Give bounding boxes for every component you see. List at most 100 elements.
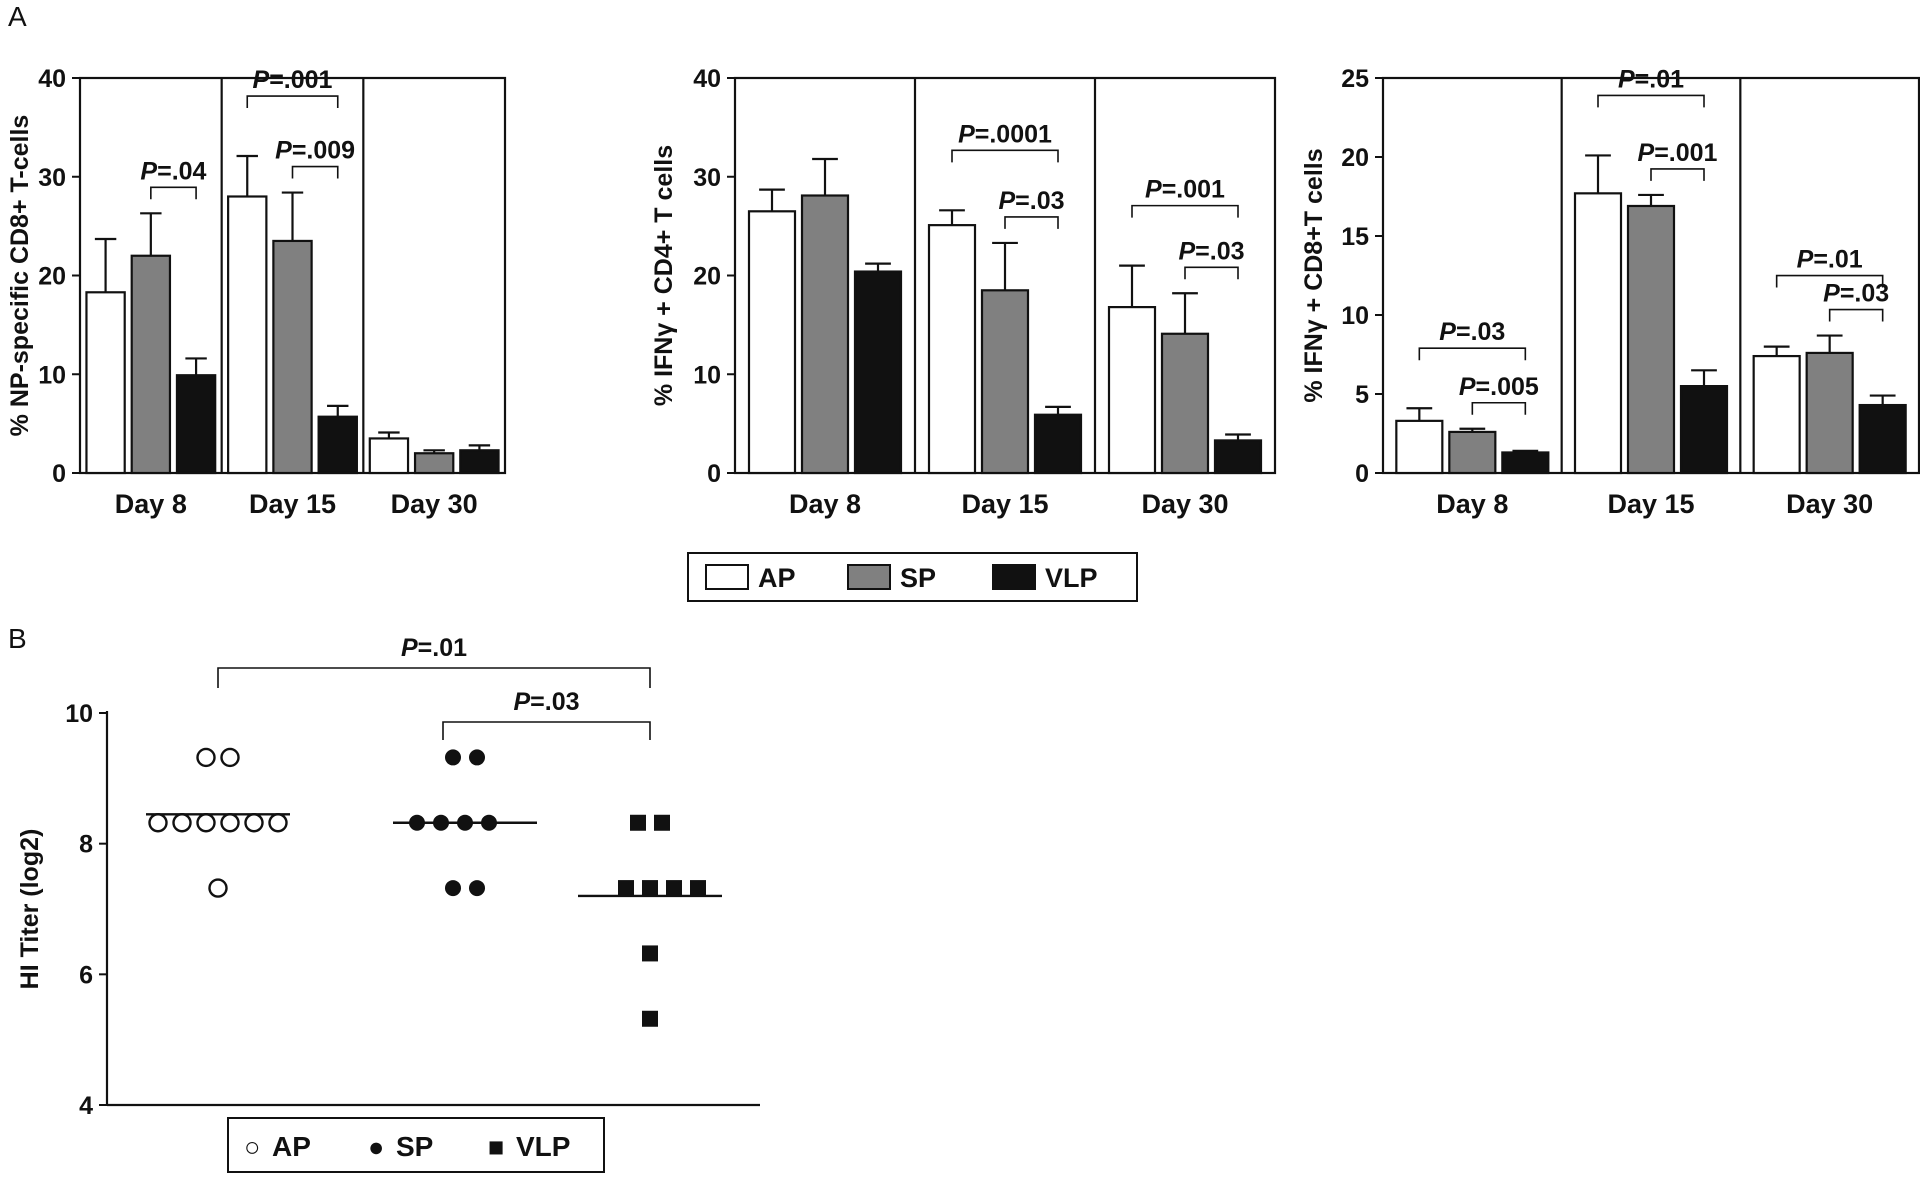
y-tick-label: 30 xyxy=(38,164,66,192)
bar-sp-day-30 xyxy=(413,452,455,475)
data-point-vlp xyxy=(642,880,658,897)
legend-label-vlp: VLP xyxy=(1045,563,1098,593)
y-axis-label: % IFNγ + CD8+T cells xyxy=(1300,148,1328,402)
p-value-label: P=.03 xyxy=(998,187,1064,215)
bar-sp-day-30 xyxy=(1160,332,1210,475)
bar-sp-day-15 xyxy=(980,289,1030,475)
legend-panel-b: ○ AP ● SP ■ VLP xyxy=(227,1117,605,1173)
legend-label-sp: SP xyxy=(900,563,936,593)
data-point-ap xyxy=(220,747,240,768)
significance-bracket xyxy=(951,149,1059,163)
data-point-ap xyxy=(172,813,192,833)
bar-ap-day-15 xyxy=(1573,192,1623,475)
bar-sp-day-8 xyxy=(800,194,850,475)
data-point-sp xyxy=(481,814,497,831)
bar-vlp-day-30 xyxy=(459,449,500,475)
p-value-label: P=.0001 xyxy=(958,120,1052,148)
y-axis-label: % IFNγ + CD4+ T cells xyxy=(650,145,678,406)
y-tick-label: 10 xyxy=(38,361,66,389)
bar-ap-day-30 xyxy=(368,437,410,475)
significance-bracket xyxy=(1471,401,1527,415)
p-value-label: P=.009 xyxy=(275,137,355,165)
significance-bracket xyxy=(150,186,197,200)
p-value-label: P=.03 xyxy=(1178,237,1244,265)
data-point-sp xyxy=(469,749,485,766)
x-category-label: Day 15 xyxy=(249,489,336,519)
significance-bracket xyxy=(1828,308,1884,322)
y-tick-label: 6 xyxy=(79,961,93,989)
y-tick-label: 0 xyxy=(52,460,66,488)
x-category-label: Day 8 xyxy=(1436,489,1508,519)
y-tick-label: 0 xyxy=(1355,460,1369,488)
legend-frame xyxy=(227,1117,605,1173)
data-point-sp xyxy=(409,814,425,831)
significance-bracket xyxy=(1650,168,1705,181)
legend-swatch-sp xyxy=(847,564,891,590)
legend-label-sp: SP xyxy=(396,1131,433,1162)
x-category-label: Day 30 xyxy=(391,489,478,519)
data-point-vlp xyxy=(666,880,682,897)
bar-chart-1: 0 10 20 30 40% NP-specific CD8+ T-cells Day 8… xyxy=(6,65,507,519)
y-tick-label: 30 xyxy=(693,164,721,192)
panel-label-a: A xyxy=(8,1,27,32)
x-category-label: Day 8 xyxy=(789,489,861,519)
y-tick-label: 10 xyxy=(693,361,721,389)
data-point-vlp xyxy=(642,945,658,962)
p-value-label: P=.01 xyxy=(1618,65,1684,93)
p-value-label: P=.001 xyxy=(1638,139,1718,167)
bar-sp-day-30 xyxy=(1805,351,1854,475)
significance-bracket xyxy=(1184,266,1239,280)
y-tick-label: 4 xyxy=(79,1092,93,1120)
bar-vlp-day-30 xyxy=(1858,403,1907,475)
bar-sp-day-8 xyxy=(130,254,172,475)
bar-vlp-day-15 xyxy=(1679,385,1729,475)
x-category-label: Day 8 xyxy=(115,489,187,519)
data-point-ap xyxy=(268,813,288,833)
data-point-ap xyxy=(148,813,168,833)
bar-vlp-day-8 xyxy=(175,374,217,475)
legend-frame xyxy=(687,552,1138,602)
data-point-sp xyxy=(433,814,449,831)
data-point-ap xyxy=(220,813,240,833)
panel-label-b: B xyxy=(8,623,27,654)
p-value-label: P=.03 xyxy=(1823,280,1889,308)
bar-ap-day-8 xyxy=(1395,419,1444,475)
p-value-label: P=.001 xyxy=(253,66,333,94)
data-point-ap xyxy=(196,813,216,833)
legend-label-ap: AP xyxy=(758,563,796,593)
y-tick-label: 20 xyxy=(1341,144,1369,172)
bar-sp-day-15 xyxy=(272,239,313,475)
p-value-label: P=.03 xyxy=(513,688,579,716)
bar-vlp-day-30 xyxy=(1213,439,1263,475)
y-tick-label: 40 xyxy=(693,65,721,93)
significance-bracket xyxy=(1775,274,1884,288)
y-tick-label: 20 xyxy=(693,263,721,291)
y-tick-label: 8 xyxy=(79,831,93,859)
x-category-label: Day 15 xyxy=(961,489,1048,519)
legend-label-vlp: VLP xyxy=(516,1131,570,1162)
p-value-label: P=.001 xyxy=(1145,176,1225,204)
p-value-label: P=.04 xyxy=(140,157,206,185)
bar-sp-day-15 xyxy=(1626,204,1676,475)
bar-ap-day-15 xyxy=(927,224,977,475)
data-point-sp xyxy=(457,814,473,831)
x-category-label: Day 30 xyxy=(1141,489,1228,519)
significance-bracket xyxy=(217,667,651,688)
significance-bracket xyxy=(291,165,339,179)
bar-vlp-day-8 xyxy=(1501,451,1550,475)
bar-ap-day-30 xyxy=(1107,306,1157,475)
bar-vlp-day-15 xyxy=(1033,413,1083,475)
bar-ap-day-30 xyxy=(1752,354,1801,475)
y-axis-label: HI Titer (log2) xyxy=(16,829,44,990)
data-point-vlp xyxy=(618,880,634,897)
significance-bracket xyxy=(1418,347,1527,361)
y-tick-label: 25 xyxy=(1341,65,1369,93)
data-point-ap xyxy=(196,747,216,768)
significance-bracket xyxy=(1597,94,1705,108)
p-value-label: P=.03 xyxy=(1439,318,1505,346)
y-tick-label: 10 xyxy=(65,700,93,728)
data-point-vlp xyxy=(654,814,670,831)
x-category-label: Day 15 xyxy=(1607,489,1694,519)
